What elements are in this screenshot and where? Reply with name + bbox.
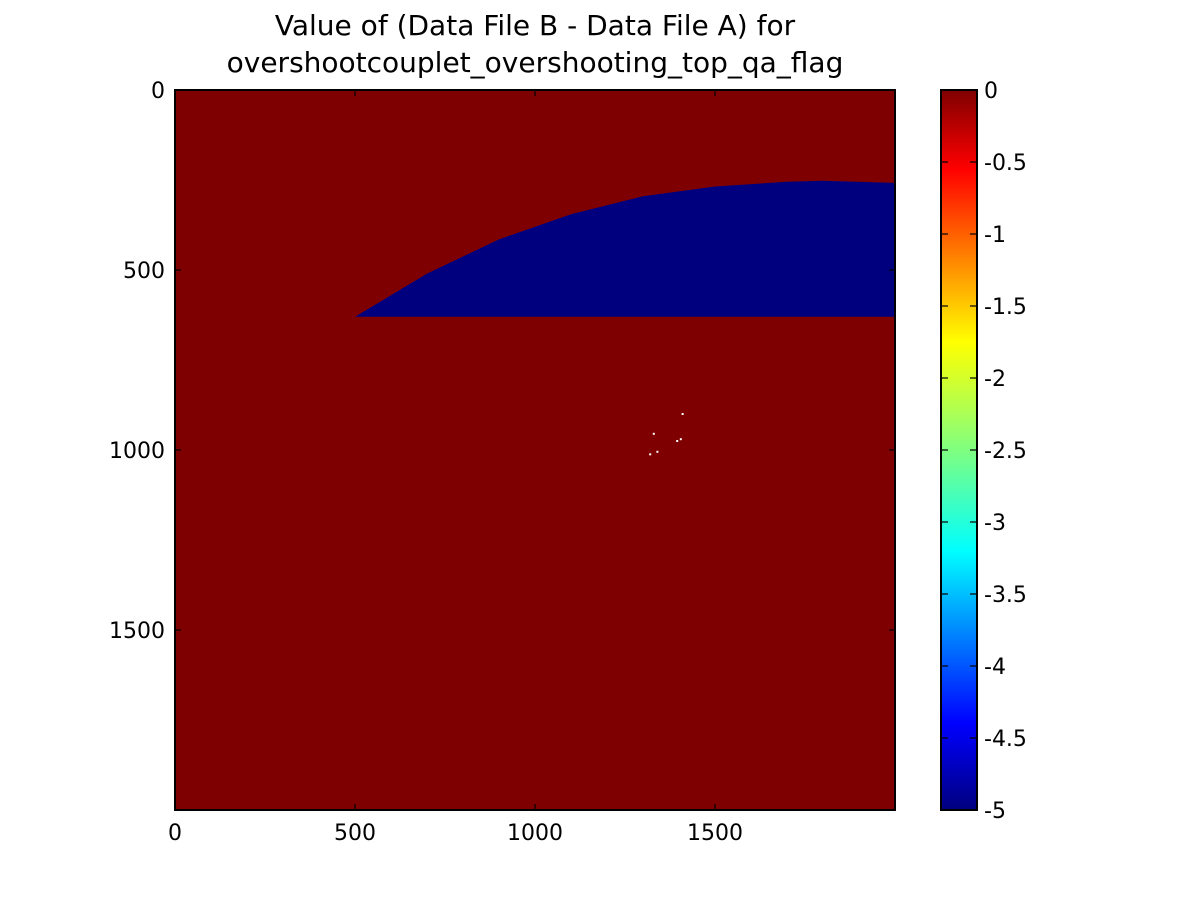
colorbar-tick-label: -2.5 [984, 439, 1027, 464]
colorbar-tick-label: -0.5 [984, 151, 1027, 176]
heatmap-speckle-0 [649, 453, 652, 456]
y-tick-label: 1000 [109, 439, 165, 464]
heatmap-speckle-3 [676, 440, 679, 442]
heatmap-speckle-1 [656, 450, 659, 453]
colorbar-tick-label: -4.5 [984, 727, 1027, 752]
colorbar-tick-label: -1.5 [984, 295, 1027, 320]
x-tick-label: 1000 [507, 821, 563, 846]
chart-title-line-2: overshootcouplet_overshooting_top_qa_fla… [227, 46, 844, 79]
colorbar-tick-label: -4 [984, 655, 1006, 680]
chart-title-line-1: Value of (Data File B - Data File A) for [275, 9, 796, 42]
plot-area [175, 90, 895, 810]
x-tick-label: 0 [168, 821, 182, 846]
colorbar-ticks: 0 -0.5 -1 -1.5 -2 -2.5 -3 -3.5 -4 -4.5 -5 [941, 79, 1027, 824]
colorbar: 0 -0.5 -1 -1.5 -2 -2.5 -3 -3.5 -4 -4.5 -5 [940, 79, 1027, 824]
colorbar-tick-label: -5 [984, 799, 1006, 824]
y-axis: 0 500 1000 1500 [109, 79, 895, 644]
colorbar-tick-label: -1 [984, 223, 1006, 248]
colorbar-tick-label: 0 [984, 79, 998, 104]
x-axis: 0 500 1000 1500 [168, 90, 743, 846]
heatmap-speckle-2 [652, 432, 655, 435]
heatmap-speckle-5 [681, 413, 684, 415]
x-tick-label: 500 [334, 821, 376, 846]
heatmap-speckle-4 [679, 438, 682, 441]
colorbar-tick-label: -2 [984, 367, 1006, 392]
x-tick-label: 1500 [687, 821, 743, 846]
colorbar-tick-label: -3 [984, 511, 1006, 536]
y-tick-label: 1500 [109, 619, 165, 644]
y-tick-label: 500 [123, 259, 165, 284]
heatmap-region-0 [355, 180, 895, 317]
colorbar-tick-label: -3.5 [984, 583, 1027, 608]
y-tick-label: 0 [151, 79, 165, 104]
